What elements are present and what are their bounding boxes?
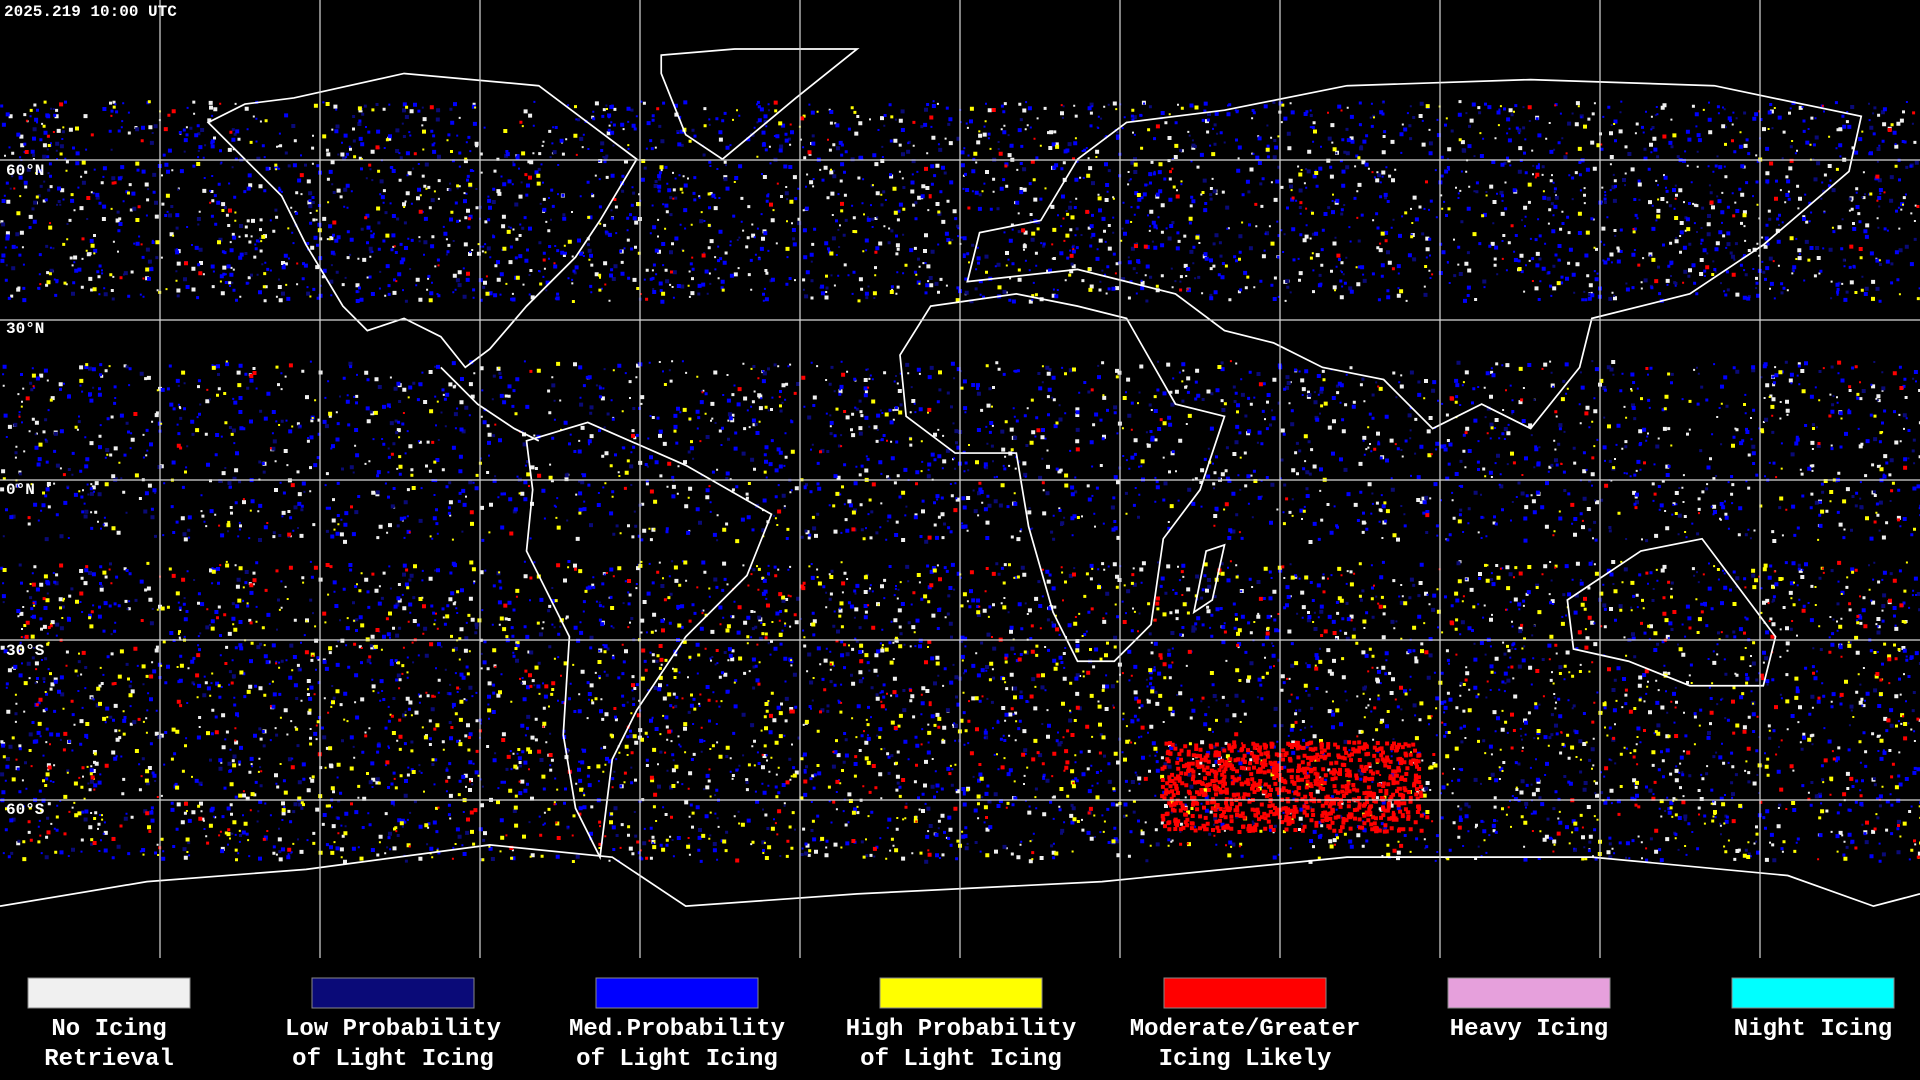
coastlines <box>0 48 1920 908</box>
latitude-labels: 60°N 30°N 0°N 30°S 60°S <box>6 162 45 819</box>
legend-label: of Light Icing <box>576 1046 778 1073</box>
latitude-label: 30°N <box>6 320 44 338</box>
legend-label: High Probability <box>846 1016 1076 1043</box>
latitude-label: 60°N <box>6 162 44 180</box>
legend-label: No Icing <box>51 1016 166 1043</box>
coastline <box>1566 537 1777 687</box>
legend: No Icing Retrieval Low Probability of Light… <box>27 977 1895 1073</box>
legend-label: Night Icing <box>1734 1016 1892 1043</box>
legend-swatch <box>27 977 191 1009</box>
coastline <box>966 78 1863 430</box>
coastline <box>899 293 1226 663</box>
legend-swatch <box>1447 977 1611 1009</box>
legend-swatch <box>1163 977 1327 1009</box>
legend-swatch <box>311 977 475 1009</box>
graticule <box>0 0 1920 958</box>
legend-label: Heavy Icing <box>1450 1016 1608 1043</box>
legend-label: Retrieval <box>44 1046 174 1073</box>
legend-label: Moderate/Greater <box>1130 1016 1360 1043</box>
coastline <box>206 72 638 369</box>
latitude-label: 0°N <box>6 481 35 499</box>
legend-label: Med.Probability <box>569 1016 785 1043</box>
coastline <box>440 366 540 442</box>
latitude-label: 30°S <box>6 642 45 660</box>
coastline <box>525 421 773 861</box>
legend-label: Low Probability <box>285 1016 501 1043</box>
coastline <box>0 844 1920 908</box>
legend-swatch <box>1731 977 1895 1009</box>
legend-label: of Light Icing <box>860 1046 1062 1073</box>
latitude-label: 60°S <box>6 801 45 819</box>
legend-label: of Light Icing <box>292 1046 494 1073</box>
coastline <box>1192 543 1226 615</box>
legend-label: Icing Likely <box>1159 1046 1332 1073</box>
legend-swatch <box>879 977 1043 1009</box>
timestamp: 2025.219 10:00 UTC <box>4 3 177 21</box>
legend-swatch <box>595 977 759 1009</box>
coastline <box>660 48 860 161</box>
